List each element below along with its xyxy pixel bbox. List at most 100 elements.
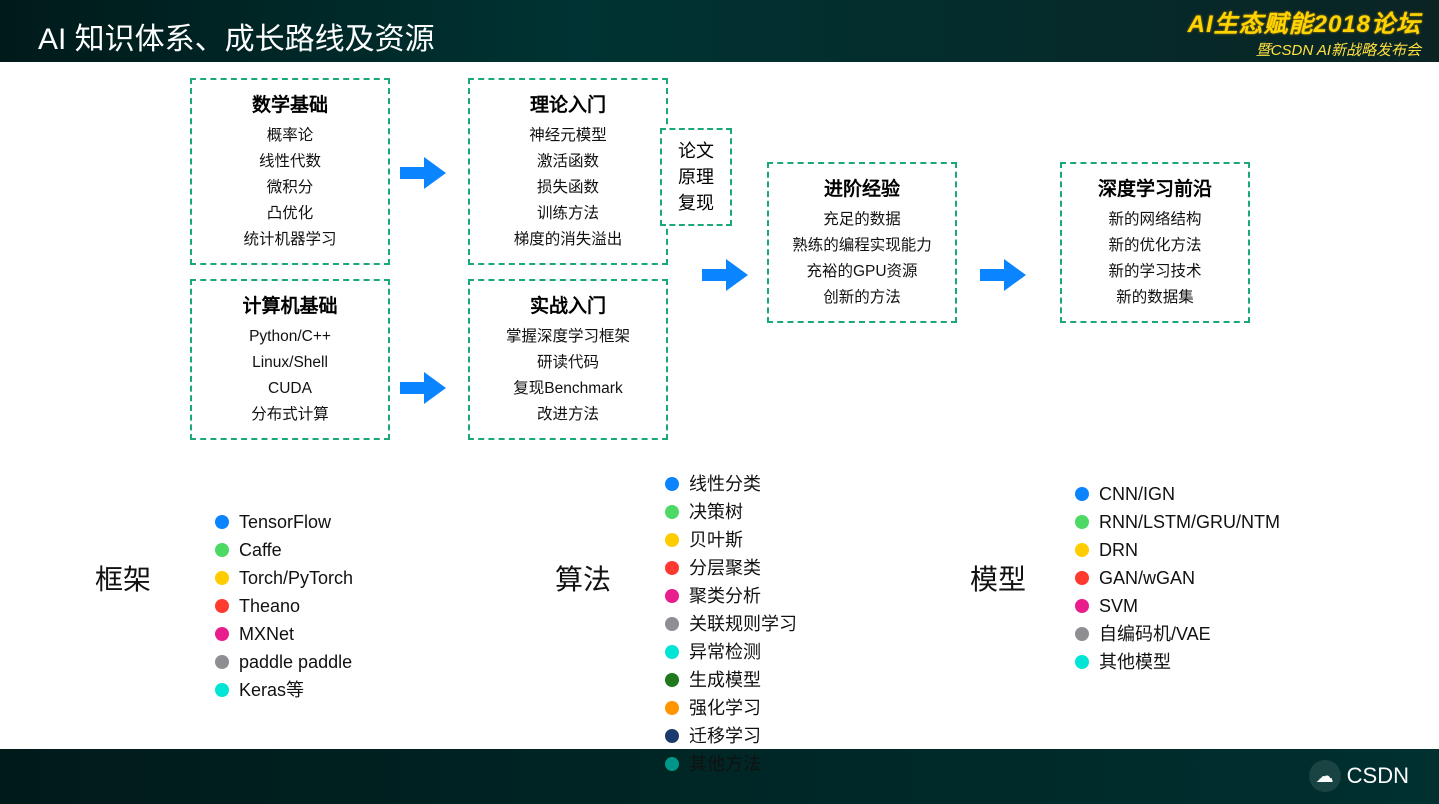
box-item: 研读代码 — [484, 350, 652, 376]
bullet-dot — [1075, 627, 1089, 641]
paper-box: 论文原理复现 — [660, 128, 732, 226]
box-heading: 数学基础 — [206, 90, 374, 117]
list-item: Caffe — [215, 536, 353, 564]
list-item-text: paddle paddle — [239, 648, 352, 676]
bullet-dot — [215, 543, 229, 557]
stage-advanced: 进阶经验充足的数据熟练的编程实现能力充裕的GPU资源创新的方法 — [767, 162, 957, 323]
content-box: 计算机基础Python/C++Linux/ShellCUDA分布式计算 — [190, 279, 390, 440]
list-item-text: 生成模型 — [689, 666, 761, 694]
list-item: 其他方法 — [665, 750, 797, 778]
bullet-dot — [1075, 515, 1089, 529]
bullet-dot — [665, 617, 679, 631]
stage-foundation: 数学基础概率论线性代数微积分凸优化统计机器学习计算机基础Python/C++Li… — [190, 78, 390, 454]
list-model: CNN/IGNRNN/LSTM/GRU/NTMDRNGAN/wGANSVM自编码… — [1075, 480, 1280, 676]
box-heading: 深度学习前沿 — [1076, 174, 1234, 201]
bullet-dot — [665, 533, 679, 547]
box-item: 概率论 — [206, 123, 374, 149]
section-label-algorithm: 算法 — [555, 558, 611, 598]
list-item: 聚类分析 — [665, 582, 797, 610]
box-item: 凸优化 — [206, 201, 374, 227]
bullet-dot — [665, 589, 679, 603]
list-item: 异常检测 — [665, 638, 797, 666]
footer-brand: ☁ CSDN — [1309, 760, 1409, 792]
list-item: Keras等 — [215, 676, 353, 704]
list-item-text: 决策树 — [689, 498, 743, 526]
box-item: 分布式计算 — [206, 402, 374, 428]
bullet-dot — [1075, 543, 1089, 557]
box-item: 新的数据集 — [1076, 285, 1234, 311]
box-item: 充裕的GPU资源 — [783, 259, 941, 285]
list-item-text: RNN/LSTM/GRU/NTM — [1099, 508, 1280, 536]
list-item: Torch/PyTorch — [215, 564, 353, 592]
bullet-dot — [665, 645, 679, 659]
list-item: paddle paddle — [215, 648, 353, 676]
list-item: 自编码机/VAE — [1075, 620, 1280, 648]
box-item: 统计机器学习 — [206, 227, 374, 253]
box-item: 激活函数 — [484, 149, 652, 175]
bullet-dot — [215, 655, 229, 669]
list-item: GAN/wGAN — [1075, 564, 1280, 592]
list-item: TensorFlow — [215, 508, 353, 536]
bullet-dot — [215, 683, 229, 697]
brand-text: CSDN — [1347, 763, 1409, 789]
list-item-text: 分层聚类 — [689, 554, 761, 582]
list-item: Theano — [215, 592, 353, 620]
logo-line1: AI生态赋能2018论坛 — [1188, 4, 1421, 39]
box-item: CUDA — [206, 376, 374, 402]
arrow-icon — [700, 252, 750, 306]
list-item-text: MXNet — [239, 620, 294, 648]
bullet-dot — [665, 561, 679, 575]
list-item-text: 线性分类 — [689, 470, 761, 498]
box-item: 训练方法 — [484, 201, 652, 227]
box-item: 充足的数据 — [783, 207, 941, 233]
section-label-framework: 框架 — [95, 558, 151, 598]
list-item-text: 其他方法 — [689, 750, 761, 778]
box-item: 创新的方法 — [783, 285, 941, 311]
list-item-text: Caffe — [239, 536, 282, 564]
list-item: 迁移学习 — [665, 722, 797, 750]
list-item-text: 自编码机/VAE — [1099, 620, 1211, 648]
content-box: 进阶经验充足的数据熟练的编程实现能力充裕的GPU资源创新的方法 — [767, 162, 957, 323]
box-item: 梯度的消失溢出 — [484, 227, 652, 253]
content-box: 实战入门掌握深度学习框架研读代码复现Benchmark改进方法 — [468, 279, 668, 440]
paper-line: 原理 — [678, 164, 714, 190]
list-item-text: DRN — [1099, 536, 1138, 564]
list-item: RNN/LSTM/GRU/NTM — [1075, 508, 1280, 536]
list-item-text: 迁移学习 — [689, 722, 761, 750]
box-heading: 进阶经验 — [783, 174, 941, 201]
box-item: 新的网络结构 — [1076, 207, 1234, 233]
list-item: DRN — [1075, 536, 1280, 564]
box-item: 线性代数 — [206, 149, 374, 175]
list-item: 贝叶斯 — [665, 526, 797, 554]
box-item: 改进方法 — [484, 402, 652, 428]
arrow-icon — [398, 365, 448, 419]
list-item-text: SVM — [1099, 592, 1138, 620]
content-box: 深度学习前沿新的网络结构新的优化方法新的学习技术新的数据集 — [1060, 162, 1250, 323]
box-item: 新的优化方法 — [1076, 233, 1234, 259]
list-item-text: 其他模型 — [1099, 648, 1171, 676]
bullet-dot — [215, 627, 229, 641]
list-item-text: CNN/IGN — [1099, 480, 1175, 508]
box-item: 损失函数 — [484, 175, 652, 201]
bullet-dot — [215, 599, 229, 613]
box-item: 熟练的编程实现能力 — [783, 233, 941, 259]
bullet-dot — [1075, 655, 1089, 669]
arrow-icon — [398, 150, 448, 204]
list-framework: TensorFlowCaffeTorch/PyTorchTheanoMXNetp… — [215, 508, 353, 704]
list-item: 强化学习 — [665, 694, 797, 722]
list-item: 生成模型 — [665, 666, 797, 694]
box-item: 掌握深度学习框架 — [484, 324, 652, 350]
bullet-dot — [1075, 571, 1089, 585]
list-item-text: 关联规则学习 — [689, 610, 797, 638]
bullet-dot — [665, 757, 679, 771]
list-item: 线性分类 — [665, 470, 797, 498]
arrow-icon — [978, 252, 1028, 306]
list-item-text: 聚类分析 — [689, 582, 761, 610]
list-item-text: 强化学习 — [689, 694, 761, 722]
event-logo: AI生态赋能2018论坛 暨CSDN AI新战略发布会 — [1188, 4, 1421, 60]
list-item-text: GAN/wGAN — [1099, 564, 1195, 592]
box-heading: 实战入门 — [484, 291, 652, 318]
paper-line: 复现 — [678, 190, 714, 216]
list-item-text: Theano — [239, 592, 300, 620]
wechat-icon: ☁ — [1309, 760, 1341, 792]
